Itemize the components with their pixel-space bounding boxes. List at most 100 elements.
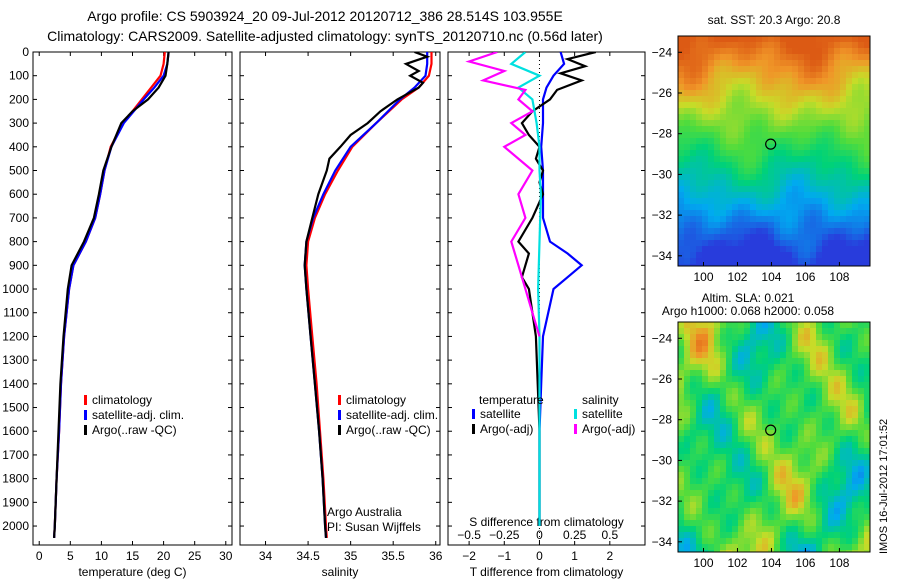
heatmap-cell bbox=[774, 418, 780, 424]
heatmap-cell bbox=[798, 394, 804, 400]
heatmap-cell bbox=[786, 334, 792, 340]
heatmap-cell bbox=[804, 60, 810, 66]
heatmap-cell bbox=[690, 460, 696, 466]
heatmap-cell bbox=[810, 36, 816, 42]
heatmap-cell bbox=[744, 150, 750, 156]
heatmap-cell bbox=[810, 532, 816, 538]
heatmap-cell bbox=[780, 340, 786, 346]
heatmap-cell bbox=[810, 358, 816, 364]
heatmap-cell bbox=[864, 388, 870, 394]
heatmap-cell bbox=[810, 388, 816, 394]
heatmap-cell bbox=[786, 180, 792, 186]
heatmap-cell bbox=[738, 66, 744, 72]
heatmap-cell bbox=[756, 520, 762, 526]
heatmap-cell bbox=[822, 180, 828, 186]
heatmap-cell bbox=[828, 180, 834, 186]
heatmap-cell bbox=[762, 466, 768, 472]
series-line bbox=[465, 52, 541, 337]
heatmap-cell bbox=[828, 418, 834, 424]
heatmap-cell bbox=[744, 36, 750, 42]
heatmap-cell bbox=[816, 216, 822, 222]
heatmap-cell bbox=[726, 346, 732, 352]
heatmap-cell bbox=[840, 364, 846, 370]
heatmap-cell bbox=[696, 222, 702, 228]
heatmap-cell bbox=[816, 532, 822, 538]
heatmap-cell bbox=[798, 532, 804, 538]
heatmap-cell bbox=[744, 240, 750, 246]
heatmap-cell bbox=[714, 78, 720, 84]
map-y-tick-label: −26 bbox=[652, 372, 673, 386]
heatmap-cell bbox=[750, 192, 756, 198]
heatmap-cell bbox=[816, 340, 822, 346]
heatmap-cell bbox=[720, 174, 726, 180]
heatmap-cell bbox=[732, 180, 738, 186]
heatmap-cell bbox=[840, 240, 846, 246]
heatmap-cell bbox=[738, 252, 744, 258]
heatmap-cell bbox=[726, 436, 732, 442]
heatmap-cell bbox=[810, 448, 816, 454]
heatmap-cell bbox=[756, 388, 762, 394]
heatmap-cell bbox=[804, 406, 810, 412]
heatmap-cell bbox=[690, 412, 696, 418]
heatmap-cell bbox=[684, 198, 690, 204]
heatmap-cell bbox=[738, 144, 744, 150]
heatmap-cell bbox=[786, 340, 792, 346]
heatmap-cell bbox=[774, 60, 780, 66]
heatmap-cell bbox=[816, 484, 822, 490]
heatmap-cell bbox=[828, 96, 834, 102]
heatmap-cell bbox=[732, 442, 738, 448]
heatmap-cell bbox=[738, 550, 744, 552]
heatmap-cell bbox=[732, 520, 738, 526]
heatmap-cell bbox=[852, 96, 858, 102]
heatmap-cell bbox=[738, 114, 744, 120]
heatmap-cell bbox=[858, 382, 864, 388]
heatmap-cell bbox=[858, 72, 864, 78]
heatmap-cell bbox=[864, 520, 870, 526]
heatmap-cell bbox=[732, 388, 738, 394]
heatmap-cell bbox=[756, 78, 762, 84]
heatmap-cell bbox=[858, 514, 864, 520]
heatmap-cell bbox=[768, 502, 774, 508]
heatmap-cell bbox=[864, 252, 870, 258]
heatmap-cell bbox=[810, 168, 816, 174]
heatmap-cell bbox=[726, 418, 732, 424]
heatmap-cell bbox=[834, 448, 840, 454]
heatmap-cell bbox=[828, 210, 834, 216]
heatmap-cell bbox=[738, 340, 744, 346]
heatmap-cell bbox=[822, 36, 828, 42]
heatmap-cell bbox=[732, 400, 738, 406]
heatmap-cell bbox=[696, 370, 702, 376]
heatmap-cell bbox=[834, 328, 840, 334]
heatmap-cell bbox=[834, 162, 840, 168]
heatmap-cell bbox=[822, 96, 828, 102]
heatmap-cell bbox=[786, 328, 792, 334]
heatmap-cell bbox=[768, 174, 774, 180]
heatmap-cell bbox=[834, 204, 840, 210]
heatmap-cell bbox=[690, 126, 696, 132]
heatmap-cell bbox=[834, 520, 840, 526]
heatmap-cell bbox=[690, 454, 696, 460]
heatmap-cell bbox=[708, 394, 714, 400]
heatmap-cell bbox=[702, 376, 708, 382]
heatmap-cell bbox=[852, 222, 858, 228]
heatmap-cell bbox=[798, 538, 804, 544]
map-y-tick-label: −30 bbox=[652, 167, 673, 181]
heatmap-cell bbox=[816, 162, 822, 168]
heatmap-cell bbox=[858, 120, 864, 126]
heatmap-cell bbox=[840, 412, 846, 418]
heatmap-cell bbox=[846, 120, 852, 126]
heatmap-cell bbox=[720, 126, 726, 132]
heatmap-cell bbox=[726, 198, 732, 204]
heatmap-cell bbox=[678, 240, 684, 246]
x-tick-label: 2 bbox=[606, 549, 613, 563]
heatmap-cell bbox=[714, 216, 720, 222]
heatmap-cell bbox=[732, 192, 738, 198]
heatmap-cell bbox=[834, 490, 840, 496]
heatmap-cell bbox=[816, 198, 822, 204]
heatmap-cell bbox=[846, 216, 852, 222]
heatmap-cell bbox=[816, 120, 822, 126]
heatmap-cell bbox=[744, 508, 750, 514]
heatmap-cell bbox=[720, 240, 726, 246]
heatmap-cell bbox=[696, 376, 702, 382]
heatmap-cell bbox=[816, 544, 822, 550]
